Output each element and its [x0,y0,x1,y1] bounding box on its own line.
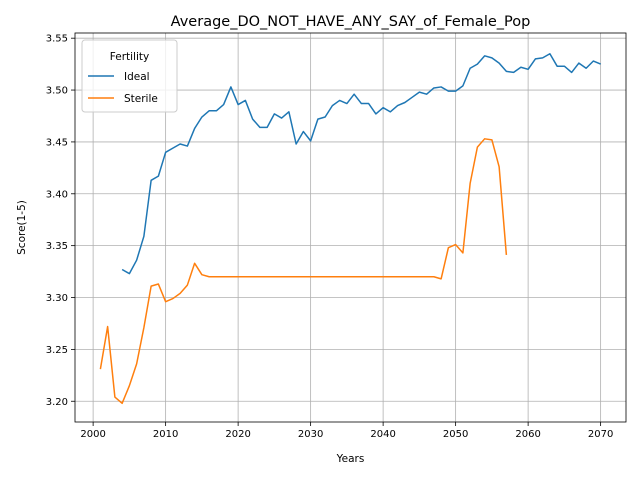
y-tick-label: 3.35 [46,241,68,252]
y-tick-label: 3.20 [46,397,68,408]
y-tick-label: 3.25 [46,345,68,356]
x-tick-label: 2010 [153,429,178,440]
y-tick-label: 3.30 [46,293,68,304]
x-axis-label: Years [336,453,365,465]
x-tick-label: 2000 [80,429,105,440]
x-tick-label: 2040 [370,429,395,440]
legend-item-label: Ideal [124,71,150,83]
y-axis-label: Score(1-5) [16,200,28,255]
y-tick-label: 3.45 [46,137,68,148]
plot-frame [74,32,627,423]
x-tick-label: 2050 [443,429,468,440]
x-tick-label: 2070 [588,429,613,440]
legend: Fertility Ideal Sterile [81,39,178,113]
x-tick-label: 2020 [225,429,250,440]
series-line-ideal [121,53,601,275]
series-line-sterile [99,138,508,405]
series-lines [99,53,601,405]
y-tick-label: 3.40 [46,189,68,200]
y-tick-label: 3.55 [46,34,68,45]
legend-box [81,39,178,113]
y-axis-ticks: 3.20 3.25 3.30 3.35 3.40 3.45 3.50 3.55 [46,34,75,408]
y-tick-label: 3.50 [46,86,68,97]
legend-item-label: Sterile [124,93,158,105]
legend-items: Ideal Sterile [88,71,158,105]
x-axis-ticks: 2000 2010 2020 2030 2040 2050 2060 2070 [80,422,613,440]
x-tick-label: 2030 [298,429,323,440]
legend-title: Fertility [110,51,149,63]
grid-lines [75,33,626,422]
x-tick-label: 2060 [515,429,540,440]
chart-title: Average_DO_NOT_HAVE_ANY_SAY_of_Female_Po… [171,14,531,30]
